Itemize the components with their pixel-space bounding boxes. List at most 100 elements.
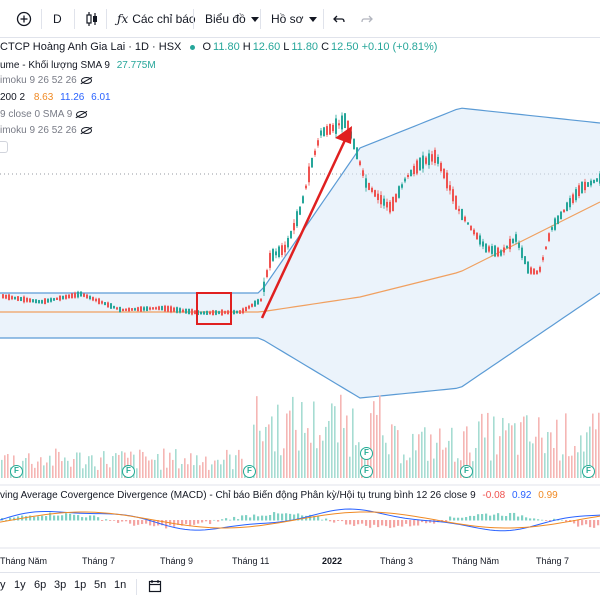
add-symbol-button[interactable] [16, 8, 32, 30]
profile-menu-button[interactable]: Hồ sơ [271, 8, 317, 30]
volume-bar [256, 396, 258, 478]
macd-histogram-bar [525, 517, 528, 521]
macd-histogram-bar [477, 514, 480, 521]
macd-histogram-bar [545, 520, 548, 521]
range-button[interactable]: 3p [54, 579, 67, 591]
range-button[interactable]: 5n [94, 579, 107, 591]
candle-body [29, 298, 31, 303]
interval-button[interactable]: D [53, 8, 62, 30]
candle-body [299, 206, 301, 215]
range-button[interactable]: 1p [74, 579, 87, 591]
candle-body [434, 149, 436, 164]
bollinger-fill [0, 108, 600, 398]
volume-bar [199, 465, 201, 478]
chart-type-button[interactable] [85, 8, 99, 30]
bollinger-lower-line [0, 292, 600, 399]
hidden-eye-icon[interactable] [80, 76, 92, 84]
symbol-title[interactable]: CTCP Hoàng Anh Gia Lai · 1D · HSX [0, 41, 182, 53]
candle-body [392, 196, 394, 212]
undo-button[interactable] [332, 8, 346, 30]
macd-histogram-bar [9, 517, 12, 521]
ohlc-value: 12.50 [331, 41, 359, 53]
macd-histogram-bar [473, 515, 476, 521]
volume-bar [172, 459, 174, 478]
volume-bar [118, 454, 120, 478]
macd-histogram-bar [177, 520, 180, 525]
macd-histogram-bar [421, 520, 424, 523]
volume-bar [88, 456, 90, 478]
financials-badge-icon[interactable]: F [243, 465, 256, 478]
date-range-button[interactable] [148, 579, 162, 598]
financials-badge-icon[interactable]: F [10, 465, 23, 478]
volume-bar [190, 453, 192, 478]
candle-body [395, 194, 397, 202]
sma-legend[interactable]: 9 close 0 SMA 9 [0, 108, 88, 121]
hidden-eye-icon[interactable] [76, 110, 88, 118]
ichimoku-legend[interactable]: imoku 9 26 52 26 [0, 74, 92, 87]
candle-body [527, 261, 529, 274]
candle-body [353, 138, 355, 150]
macd-histogram-bar [277, 513, 280, 521]
candle-body [134, 308, 136, 311]
range-button[interactable]: 6p [34, 579, 47, 591]
macd-histogram-bar [381, 520, 384, 526]
indicators-button[interactable]: ƒx Các chỉ báo [117, 8, 196, 30]
candle-body [551, 227, 553, 230]
volume-bar [466, 426, 468, 478]
bollinger-legend[interactable]: 200 2 8.63 11.26 6.01 [0, 91, 111, 104]
candle-body [77, 291, 79, 298]
volume-bar [70, 466, 72, 478]
x-axis-label: Tháng 7 [536, 556, 570, 566]
volume-bar [424, 427, 426, 478]
candle-body [74, 292, 76, 298]
candle-body [101, 301, 103, 304]
macd-legend[interactable]: ving Average Covergence Divergence (MACD… [0, 489, 558, 502]
volume-legend[interactable]: ume - Khối lượng SMA 9 27.775M [0, 59, 156, 72]
chart-pane[interactable]: CTCP Hoàng Anh Gia Lai · 1D · HSX O 11.80… [0, 38, 600, 568]
financials-badge-icon[interactable]: F [122, 465, 135, 478]
volume-bar [223, 459, 225, 478]
volume-bar [319, 435, 321, 478]
volume-bar [235, 455, 237, 478]
candle-body [407, 174, 409, 178]
candle-body [476, 232, 478, 240]
candle-body [314, 150, 316, 155]
collapse-legend-button[interactable] [0, 141, 8, 153]
candle-body [371, 187, 373, 192]
ichimoku-legend-2[interactable]: imoku 9 26 52 26 [0, 124, 92, 137]
candle-body [473, 229, 475, 235]
candle-body [467, 222, 469, 225]
range-button[interactable]: 1n [114, 579, 127, 591]
volume-bar [532, 443, 534, 478]
chart-menu-button[interactable]: Biểu đồ [205, 8, 259, 30]
candle-body [116, 307, 118, 310]
candle-body [245, 306, 247, 312]
volume-bar [148, 460, 150, 478]
macd-histogram-bar [193, 520, 196, 525]
financials-badge-icon[interactable]: F [360, 447, 373, 460]
financials-badge-icon[interactable]: F [360, 465, 373, 478]
macd-histogram-bar [237, 519, 240, 521]
volume-bar [259, 430, 261, 478]
candle-body [50, 298, 52, 302]
candle-body [380, 195, 382, 205]
redo-button[interactable] [360, 8, 374, 30]
macd-histogram-bar [369, 520, 372, 528]
volume-bar [304, 432, 306, 478]
macd-histogram-bar [565, 520, 568, 523]
macd-histogram-bar [493, 514, 496, 521]
macd-histogram-bar [281, 513, 284, 521]
hidden-eye-icon[interactable] [80, 126, 92, 134]
candle-body [401, 184, 403, 188]
macd-histogram-bar [585, 520, 588, 525]
range-button[interactable]: 1y [14, 579, 26, 591]
financials-badge-icon[interactable]: F [460, 465, 473, 478]
candle-body [14, 296, 16, 300]
candle-body [158, 306, 160, 310]
volume-bar [568, 456, 570, 478]
volume-bar [487, 412, 489, 478]
range-button[interactable]: y [0, 579, 6, 591]
volume-bar [97, 469, 99, 478]
financials-badge-icon[interactable]: F [582, 465, 595, 478]
candle-body [404, 178, 406, 182]
